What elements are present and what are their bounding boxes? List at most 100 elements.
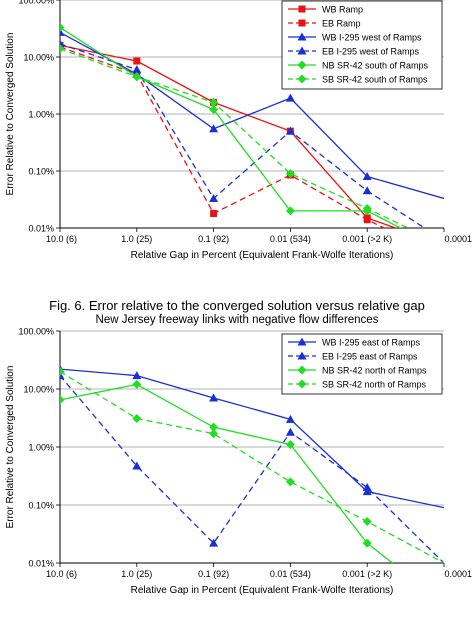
data-point xyxy=(60,367,65,377)
data-point xyxy=(209,104,219,114)
series-group-1 xyxy=(60,22,444,228)
y-tick-label: 0.01% xyxy=(28,224,54,234)
y-tick-label: 10.00% xyxy=(23,385,54,395)
legend-label: SB SR-42 south of Ramps xyxy=(322,75,428,85)
y-tick-label: 10.00% xyxy=(23,53,54,63)
data-point xyxy=(209,124,219,133)
legend-marker xyxy=(297,351,307,360)
legend-label: EB I-295 east of Ramps xyxy=(322,352,418,362)
legend-label: EB I-295 west of Ramps xyxy=(322,47,420,57)
series-line xyxy=(60,31,444,200)
series-line xyxy=(60,383,394,563)
data-point xyxy=(362,203,372,213)
data-point xyxy=(362,516,372,526)
legend-marker xyxy=(297,60,307,70)
data-point xyxy=(209,97,219,107)
x-tick-label: 0.1 (92) xyxy=(198,569,229,579)
data-point xyxy=(133,57,141,65)
series-line xyxy=(60,44,398,228)
data-point xyxy=(285,440,295,450)
data-point xyxy=(362,172,372,181)
y-tick-label: 1.00% xyxy=(28,443,54,453)
legend-box xyxy=(281,0,443,90)
legend-marker xyxy=(297,74,307,84)
chart-2: 100.00% 10.00% 1.00% 0.10% 0.01%10.0 (6) 1.0 … xyxy=(5,327,472,597)
data-point xyxy=(285,93,295,102)
legend-marker xyxy=(297,365,307,375)
y-tick-label: 100.00% xyxy=(18,327,54,337)
data-point xyxy=(209,429,219,439)
x-tick-label: 10.0 (6) xyxy=(46,569,77,579)
chart-1: 100.00% 10.00% 1.00% 0.10% 0.01%10.0 (6) 1.0 … xyxy=(5,0,472,261)
legend-marker xyxy=(298,5,306,13)
data-point xyxy=(209,393,219,402)
data-point xyxy=(362,186,372,195)
data-point xyxy=(132,65,142,74)
y-tick-label: 100.00% xyxy=(18,0,54,6)
data-point xyxy=(132,461,142,470)
x-tick-label: 0.0001 xyxy=(444,569,472,579)
legend-marker xyxy=(298,19,306,27)
x-tick-label: 0.01 (534) xyxy=(270,569,311,579)
legend-label: WB Ramp xyxy=(322,5,363,15)
legend-label: SB SR-42 north of Ramps xyxy=(322,380,427,390)
data-point xyxy=(209,538,219,547)
legend-label: EB Ramp xyxy=(322,19,361,29)
legend-marker xyxy=(297,46,307,55)
x-tick-label: 10.0 (6) xyxy=(46,234,77,244)
data-point xyxy=(210,209,218,217)
series-group-2 xyxy=(60,364,444,563)
figure-caption-subtitle: New Jersey freeway links with negative f… xyxy=(95,314,379,326)
legend-label: WB I-295 east of Ramps xyxy=(322,338,421,348)
data-point xyxy=(362,483,372,492)
data-point xyxy=(60,395,65,405)
data-point xyxy=(209,193,219,202)
y-axis-title: Error Relative to Converged Solution xyxy=(5,366,16,529)
figure-caption-title: Fig. 6. Error relative to the converged … xyxy=(49,298,425,313)
x-axis-title: Relative Gap in Percent (Equivalent Fran… xyxy=(131,585,394,596)
series-line xyxy=(60,26,402,228)
y-axis-title: Error Relative to Converged Solution xyxy=(5,33,16,196)
data-point xyxy=(285,414,295,423)
data-point xyxy=(132,414,142,424)
data-point xyxy=(362,538,372,548)
x-tick-label: 0.0001 xyxy=(444,234,472,244)
data-point xyxy=(362,487,372,496)
data-point xyxy=(209,422,219,432)
data-point xyxy=(285,169,295,179)
series-line xyxy=(60,370,444,563)
data-point xyxy=(60,22,65,32)
data-point xyxy=(285,477,295,487)
data-point xyxy=(285,126,295,135)
data-point xyxy=(285,206,295,216)
data-point xyxy=(132,371,142,380)
data-point xyxy=(285,427,295,436)
y-tick-label: 0.01% xyxy=(28,559,54,569)
data-point xyxy=(132,379,142,389)
legend-label: NB SR-42 south of Ramps xyxy=(322,61,429,71)
y-tick-label: 0.10% xyxy=(28,501,54,511)
series-line xyxy=(60,43,426,228)
data-point xyxy=(363,216,371,224)
x-tick-label: 1.0 (25) xyxy=(121,569,152,579)
x-tick-label: 0.1 (92) xyxy=(198,234,229,244)
legend-marker xyxy=(297,379,307,389)
x-tick-label: 0.001 (>2 K) xyxy=(342,234,392,244)
y-tick-label: 1.00% xyxy=(28,110,54,120)
y-tick-label: 0.10% xyxy=(28,167,54,177)
series-line xyxy=(60,368,444,509)
x-axis-title: Relative Gap in Percent (Equivalent Fran… xyxy=(131,250,394,261)
legend-label: WB I-295 west of Ramps xyxy=(322,33,422,43)
series-line xyxy=(60,46,386,228)
legend-marker xyxy=(297,32,307,41)
series-line xyxy=(60,375,444,563)
data-point xyxy=(132,72,142,82)
x-tick-label: 0.01 (534) xyxy=(270,234,311,244)
series-line xyxy=(60,48,410,228)
legend-label: NB SR-42 north of Ramps xyxy=(322,366,427,376)
legend-marker xyxy=(297,337,307,346)
x-tick-label: 0.001 (>2 K) xyxy=(342,569,392,579)
x-tick-label: 1.0 (25) xyxy=(121,234,152,244)
data-point xyxy=(60,44,65,54)
